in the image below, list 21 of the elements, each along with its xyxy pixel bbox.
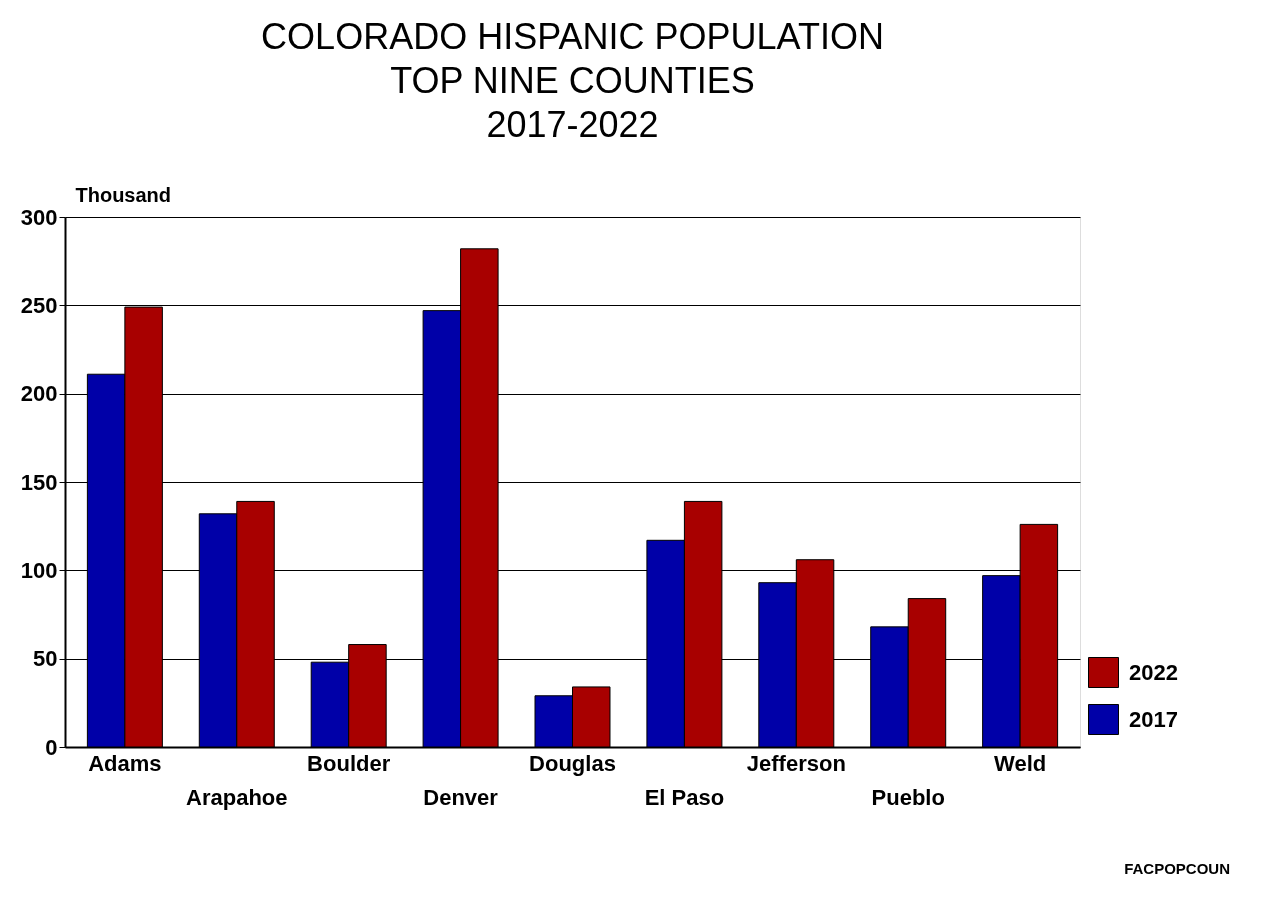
x-tick-label: Pueblo <box>871 784 945 810</box>
x-tick-label: El Paso <box>644 784 725 810</box>
y-tick-label: 250 <box>20 292 58 318</box>
x-tick-label: Jefferson <box>746 750 846 776</box>
x-tick-label: Adams <box>88 750 162 776</box>
y-tick-label: 150 <box>20 469 58 495</box>
chart-title: COLORADO HISPANIC POPULATION TOP NINE COUNTIES 2017-2022 <box>261 16 884 145</box>
text: FACPOPCOUN <box>1124 860 1230 877</box>
y-tick-label: 0 <box>45 734 58 760</box>
legend-label: 2022 <box>1129 659 1178 685</box>
x-tick-label: Denver <box>423 784 499 810</box>
y-tick-label: 50 <box>33 646 58 672</box>
x-tick-label: Arapahoe <box>186 784 288 810</box>
y-tick-label: 200 <box>20 381 58 407</box>
y-axis-title: Thousand <box>75 183 172 206</box>
x-tick-label: Douglas <box>529 750 616 776</box>
legend-label: 2017 <box>1129 706 1178 732</box>
x-tick-label: Boulder <box>307 750 391 776</box>
y-tick-label: 300 <box>20 204 58 230</box>
x-tick-label: Weld <box>994 750 1047 776</box>
y-tick-label: 100 <box>20 557 58 583</box>
